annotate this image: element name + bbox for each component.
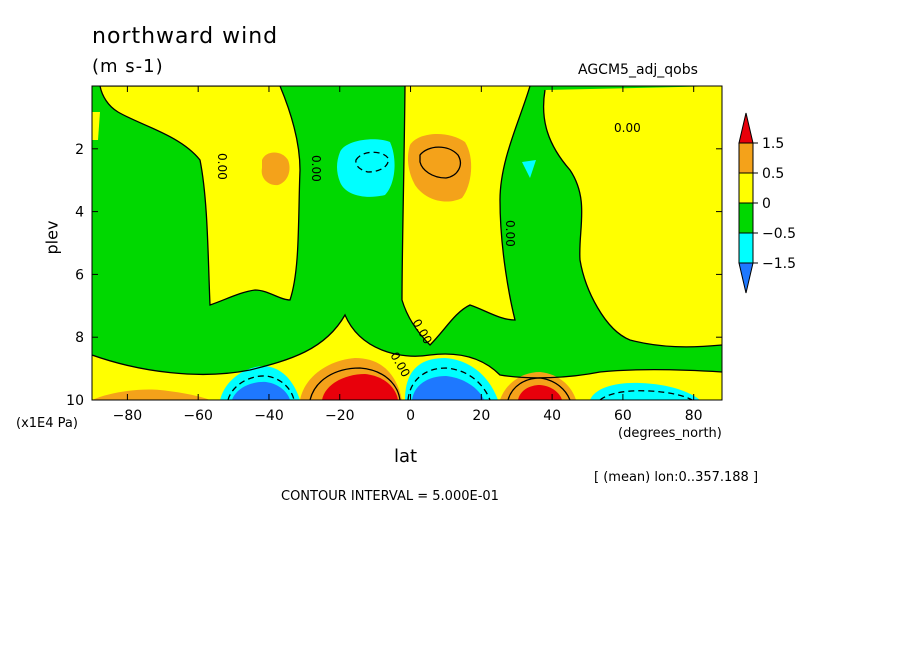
contour-pos-nh-surface	[507, 377, 571, 400]
x-tick-label: 80	[685, 408, 703, 424]
fill-cyan-upper	[337, 139, 395, 197]
x-tick-label: −60	[183, 408, 213, 424]
contour-zero-eq	[401, 86, 531, 346]
contour-pos-eq-mid	[419, 146, 461, 179]
fill-orange-sh-edge	[92, 389, 210, 400]
x-tick-label: −80	[113, 408, 143, 424]
fill-yellow-sh-upper	[100, 86, 300, 305]
contour-interval-note: CONTOUR INTERVAL = 5.000E-01	[281, 489, 499, 504]
contour-label: 0.00	[309, 155, 323, 182]
fill-cyan-nh-surface	[590, 382, 700, 400]
y-tick-label: 8	[75, 330, 84, 346]
y-tick-label: 2	[75, 142, 84, 158]
contour-fill-layer	[92, 86, 722, 400]
colorbar-bin	[738, 172, 754, 204]
colorbar-label: 0.5	[762, 166, 784, 182]
mean-note: [ (mean) lon:0..357.188 ]	[594, 470, 759, 485]
contour-lines	[92, 86, 722, 400]
fill-yellow-nh	[543, 86, 722, 347]
x-tick-label: 0	[406, 408, 415, 424]
contour-zero-sh	[99, 86, 301, 306]
x-tick-label: 60	[614, 408, 632, 424]
y-tick-label: 4	[75, 205, 84, 221]
x-tick-group: −80 −60 −40 −20 0 20 40 60 80	[113, 86, 703, 424]
contour-neg-sh-mid	[355, 151, 389, 173]
x-tick-label: 20	[472, 408, 490, 424]
colorbar-label: 0	[762, 196, 771, 212]
fill-red-sh	[322, 374, 398, 400]
fill-blue-eq	[412, 376, 484, 400]
chart-units: (m s-1)	[92, 56, 164, 77]
colorbar-label: −0.5	[762, 226, 796, 242]
colorbar-label: 1.5	[762, 136, 784, 152]
colorbar-bin	[738, 262, 754, 294]
fill-blue-sh	[232, 381, 290, 400]
colorbar-label: −1.5	[762, 256, 796, 272]
x-tick-label: 40	[543, 408, 561, 424]
plot-frame	[91, 85, 723, 401]
contour-neg-eq-surface	[407, 367, 491, 400]
contour-pos-sh-surface	[309, 367, 401, 400]
fill-cyan-small-nh	[522, 160, 536, 178]
dataset-label: AGCM5_adj_qobs	[578, 62, 698, 78]
y-tick-label: 10	[66, 393, 84, 409]
x-tick-label: −40	[254, 408, 284, 424]
fill-orange-sh-mid	[261, 152, 290, 186]
x-axis-unit: (degrees_north)	[618, 426, 722, 441]
contour-neg-sh-surface	[227, 375, 295, 400]
x-tick-label: −20	[325, 408, 355, 424]
contour-zero-nh	[542, 89, 722, 348]
x-axis-label: lat	[394, 446, 418, 467]
colorbar-bin	[738, 112, 754, 144]
y-tick-label: 6	[75, 267, 84, 283]
contour-label: 0.00	[614, 121, 641, 135]
chart-title: northward wind	[92, 24, 279, 49]
contour-label: 0.00	[503, 220, 517, 247]
colorbar-bin	[738, 232, 754, 264]
y-axis-unit: (x1E4 Pa)	[16, 416, 78, 431]
contour-neg-nh-surface	[599, 390, 693, 400]
colorbar: 1.5 0.5 0 −0.5 −1.5	[738, 112, 796, 294]
fill-red-nh	[518, 385, 562, 400]
y-tick-group: 2 4 6 8 10	[66, 142, 722, 409]
fill-yellow-left-edge	[92, 112, 100, 140]
contour-zero-low	[92, 313, 722, 379]
colorbar-bin	[738, 202, 754, 234]
contour-label: 0.00	[215, 153, 229, 180]
colorbar-bin	[738, 142, 754, 174]
